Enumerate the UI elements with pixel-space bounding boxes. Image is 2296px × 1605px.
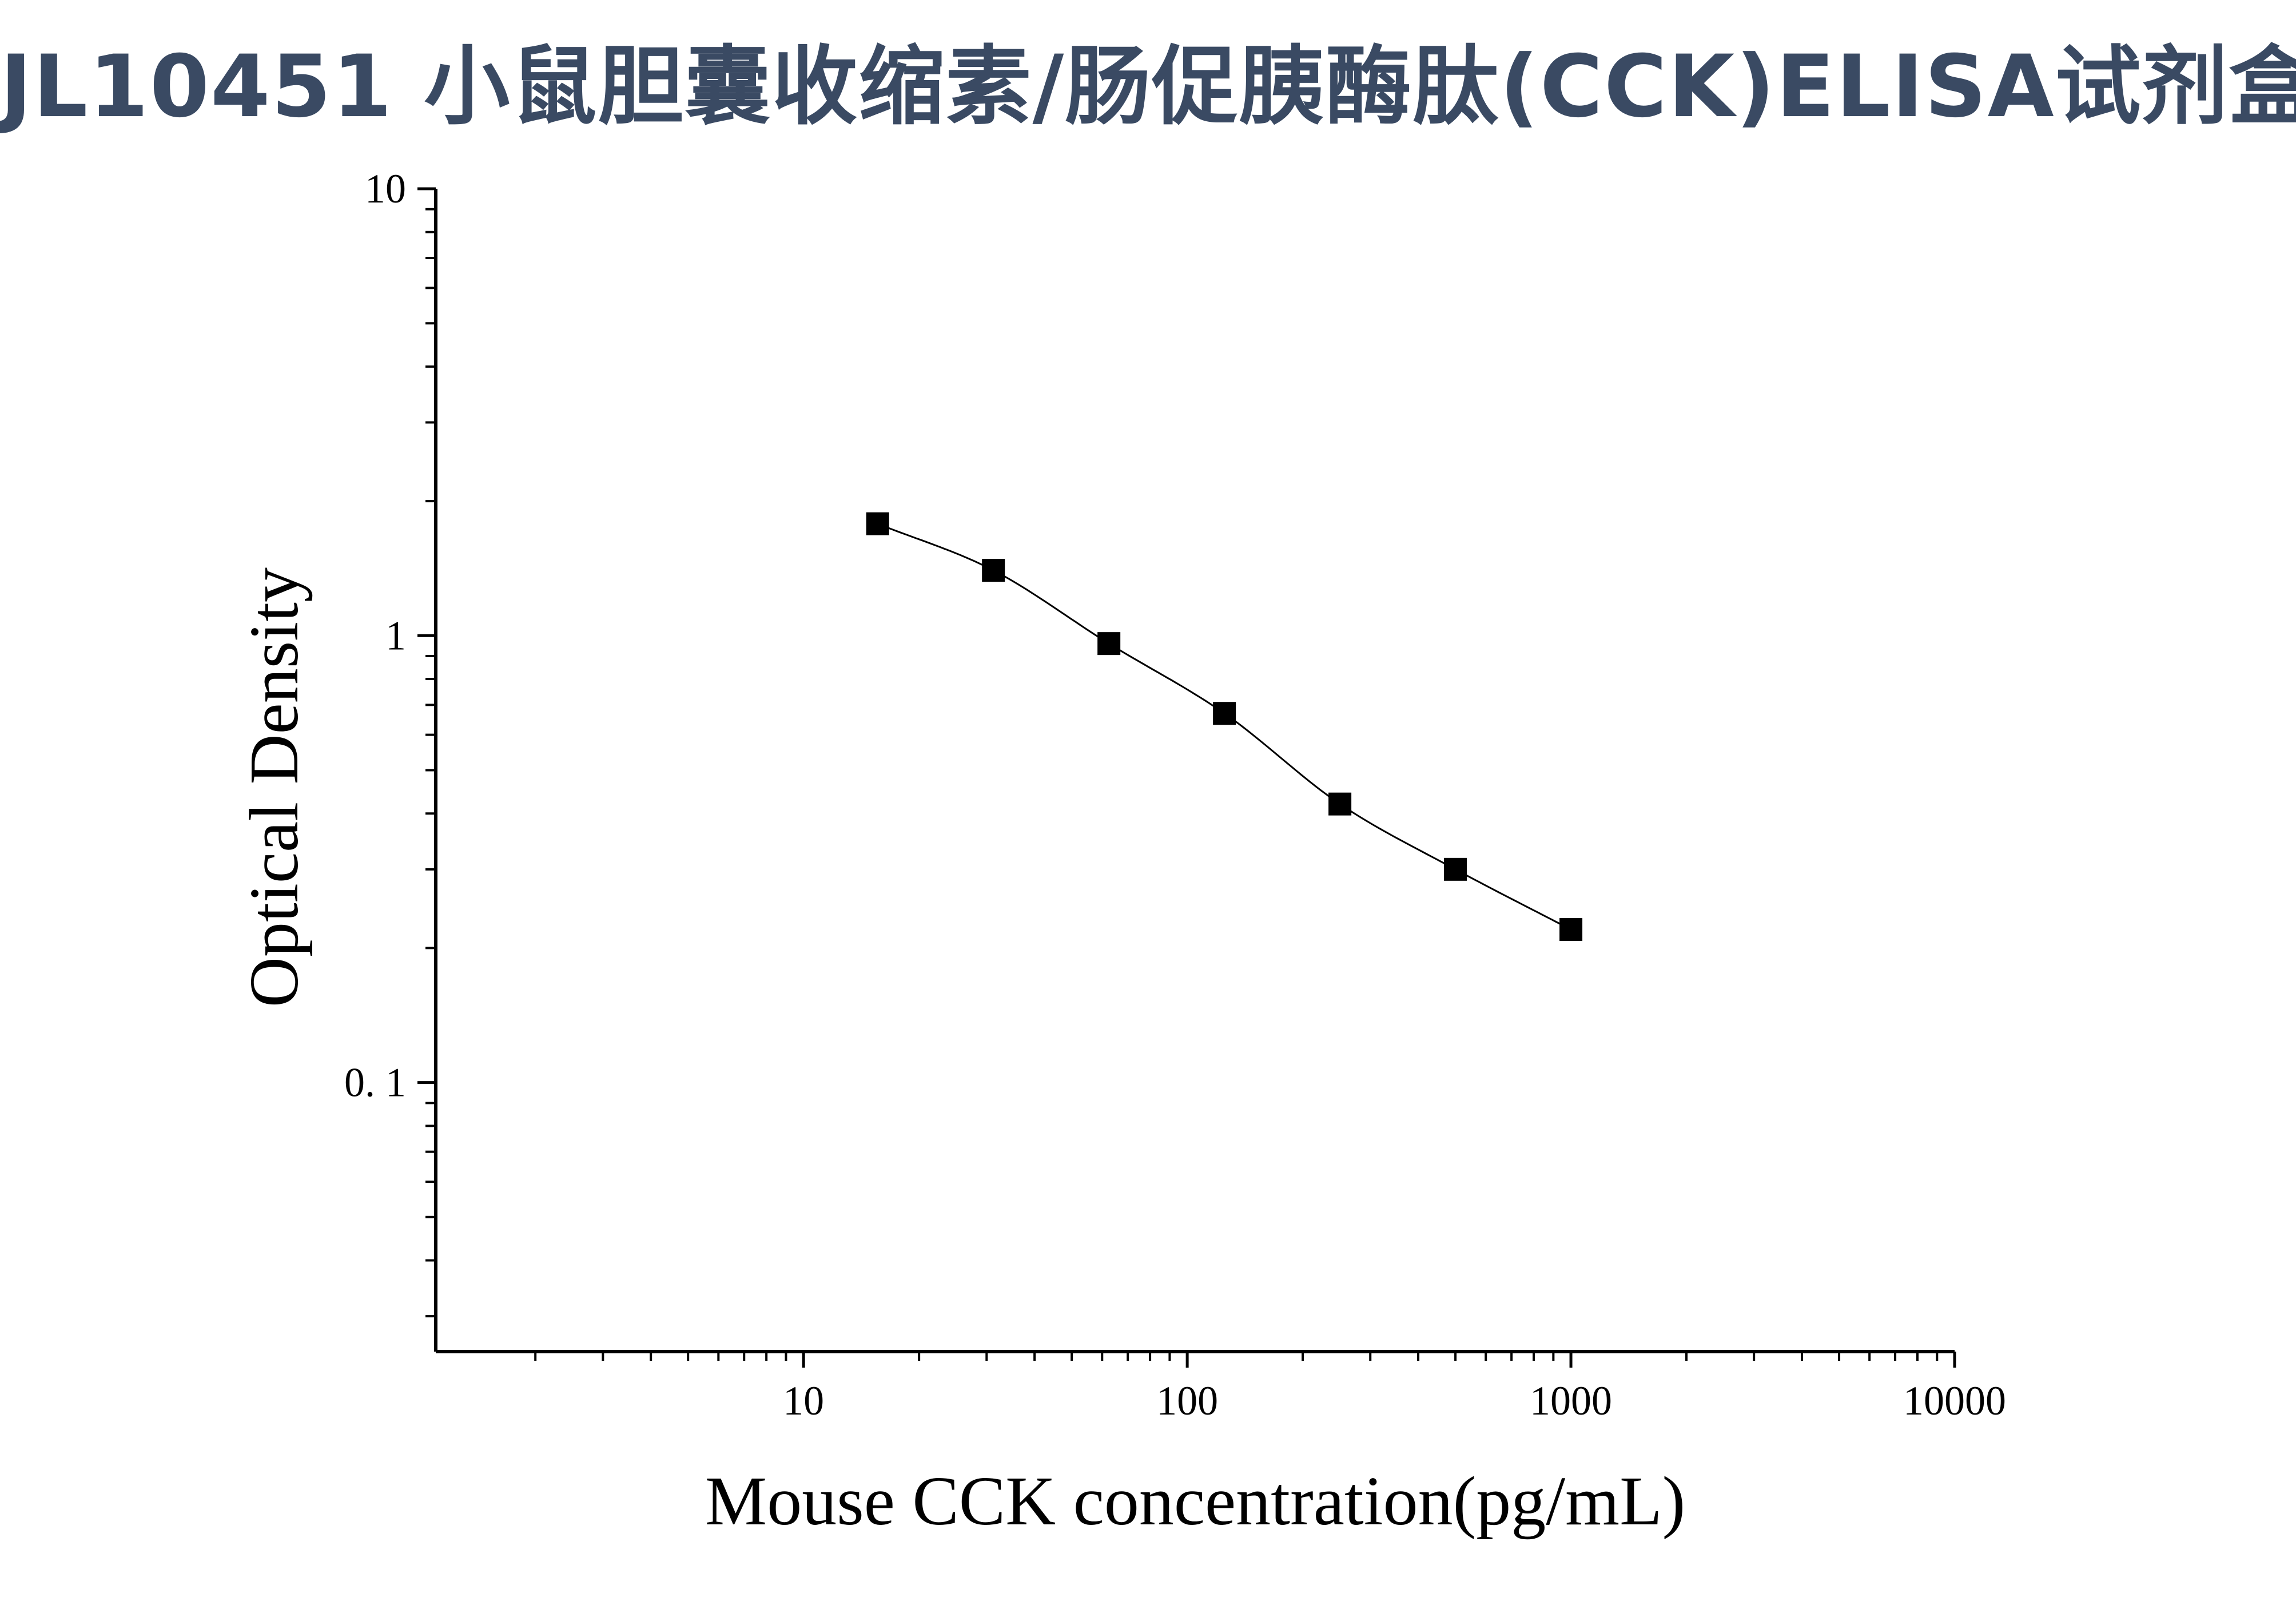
x-tick-label: 100	[1156, 1378, 1218, 1424]
data-point	[982, 559, 1005, 582]
fit-curve	[877, 523, 1571, 931]
data-points	[866, 512, 1583, 941]
data-point	[1097, 632, 1121, 655]
data-point	[1559, 918, 1583, 941]
data-point	[1444, 857, 1467, 881]
y-tick-label: 10	[365, 166, 406, 212]
axis-ticks	[417, 187, 1956, 1368]
x-tick-label: 10	[783, 1378, 824, 1424]
data-point	[866, 512, 889, 535]
x-tick-label: 10000	[1903, 1378, 2006, 1424]
axis-tick-labels: 10 100 1000 10000 0. 1 1 10	[344, 166, 2006, 1424]
y-tick-label: 0. 1	[344, 1060, 406, 1106]
y-axis-title: Optical Density	[236, 567, 313, 1007]
y-tick-label: 1	[385, 613, 406, 658]
axes	[434, 189, 1955, 1353]
data-point	[1213, 702, 1236, 725]
x-tick-label: 1000	[1530, 1378, 1612, 1424]
chart-title: JL10451 小鼠胆囊收缩素/肠促胰酶肽(CCK)ELISA试剂盒	[0, 37, 2296, 137]
data-point	[1328, 792, 1352, 816]
x-axis-title: Mouse CCK concentration(pg/mL)	[705, 1463, 1685, 1540]
